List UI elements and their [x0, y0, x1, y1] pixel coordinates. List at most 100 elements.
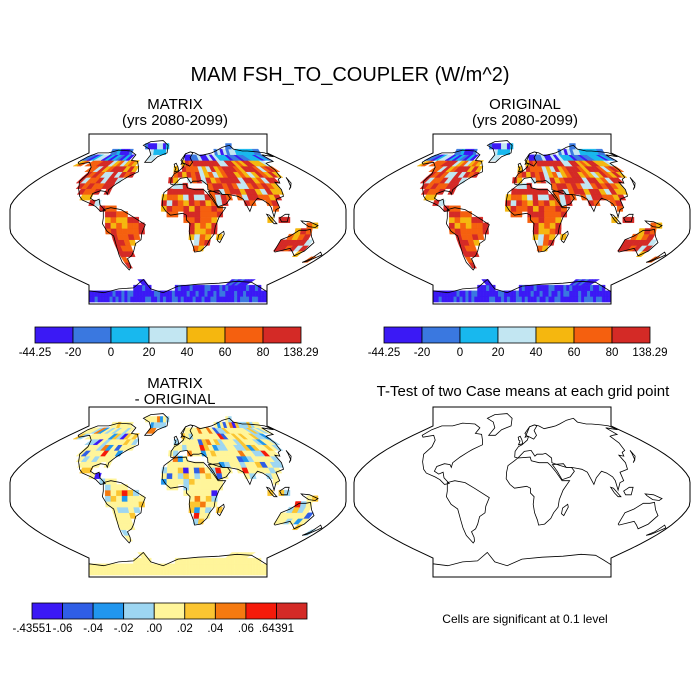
grid-cell [194, 199, 201, 206]
grid-cell [549, 228, 556, 235]
grid-cell [118, 563, 122, 570]
coastline-britain [517, 162, 524, 173]
grid-cell [157, 143, 161, 150]
grid-cell [110, 501, 118, 508]
grid-cell [240, 290, 244, 297]
grid-cell [183, 199, 190, 206]
grid-cell [527, 194, 534, 201]
grid-cell [194, 205, 201, 212]
grid-cell [518, 290, 523, 297]
grid-cell [198, 557, 202, 564]
grid-cell [560, 290, 564, 297]
colorbar-tick-label: -20 [65, 347, 82, 359]
grid-cell [566, 290, 570, 297]
grid-cell [201, 557, 205, 564]
coastline-arabia [207, 463, 231, 481]
grid-cell [105, 216, 111, 223]
grid-cell [234, 569, 238, 576]
grid-cell [252, 569, 256, 576]
grid-cell [162, 296, 167, 303]
grid-cell [207, 569, 211, 576]
grid-cell [205, 489, 212, 496]
colorbar-tick-label: .04 [207, 623, 224, 635]
panel-title-matrix: MATRIX (yrs 2080-2099) [30, 97, 320, 129]
grid-cell [234, 557, 238, 564]
grid-cell [198, 569, 202, 576]
colorbar-swatch [383, 326, 423, 344]
grid-cell [177, 461, 184, 468]
grid-cell [210, 290, 214, 297]
grid-cell [219, 296, 223, 303]
grid-cell [231, 284, 235, 291]
colorbar-difference: -.43551 -.06 -.04 -.02 .00 .02 .04 .06 .64391 [12, 602, 308, 635]
map-border [9, 133, 347, 305]
grid-cell [471, 290, 475, 297]
significance-note: Cells are significant at 0.1 level [442, 612, 608, 626]
grid-cell [118, 569, 122, 576]
grid-cell [489, 284, 493, 291]
grid-cell [486, 296, 490, 303]
grid-cell [200, 216, 207, 223]
grid-cell [128, 148, 134, 155]
colorbar-swatch [72, 326, 112, 344]
grid-cell [211, 478, 218, 485]
grid-cell [225, 563, 229, 570]
grid-cell [447, 290, 451, 297]
grid-cell [145, 290, 149, 297]
grid-cell [132, 501, 140, 508]
grid-cell [189, 211, 195, 218]
grid-cell [521, 296, 526, 303]
grid-cell [569, 296, 573, 303]
grid-cell [136, 569, 140, 576]
grid-cell [587, 296, 591, 303]
grid-cell [194, 484, 201, 491]
grid-cell [189, 216, 195, 223]
grid-cell [222, 557, 226, 564]
grid-cell [240, 296, 244, 303]
grid-cell [460, 216, 467, 223]
grid-cell [177, 296, 182, 303]
grid-cell [211, 484, 218, 491]
grid-cell [530, 290, 535, 297]
grid-cell [115, 296, 119, 303]
grid-cell [148, 296, 152, 303]
grid-cell [177, 171, 183, 178]
grid-cell [539, 290, 543, 297]
panel-title-line2: (yrs 2080-2099) [122, 112, 228, 129]
grid-cell [538, 228, 545, 235]
grid-cell [200, 211, 207, 218]
grid-cell [516, 205, 523, 212]
grid-cell [512, 290, 517, 297]
grid-cell [456, 296, 460, 303]
coastline-africa [505, 183, 571, 253]
grid-cell [538, 233, 545, 240]
grid-cell [243, 290, 247, 297]
grid-cell [516, 199, 523, 206]
colorbar-swatch [31, 602, 63, 620]
grid-cell [228, 569, 232, 576]
grid-cell [521, 199, 528, 206]
grid-cell [454, 228, 462, 235]
grid-cell [480, 284, 484, 291]
grid-cell [260, 563, 265, 570]
grid-cell [198, 290, 202, 297]
grid-cell [584, 290, 588, 297]
grid-cell [231, 563, 235, 570]
grid-cell [171, 563, 176, 570]
grid-cell [249, 284, 253, 291]
grid-cell [260, 296, 265, 303]
grid-cell [254, 563, 259, 570]
grid-cell [462, 296, 466, 303]
grid-cell [124, 569, 128, 576]
grid-cell [172, 188, 179, 195]
grid-cell [521, 290, 526, 297]
grid-cell [142, 563, 146, 570]
grid-cell [228, 557, 232, 564]
grid-cell [237, 284, 241, 291]
ocean [10, 134, 346, 304]
grid-cell [563, 290, 567, 297]
grid-cell [100, 563, 104, 570]
colorbar-tick-label: -.43551 [12, 623, 51, 635]
grid-cell [186, 569, 191, 576]
grid-cell [166, 467, 173, 474]
